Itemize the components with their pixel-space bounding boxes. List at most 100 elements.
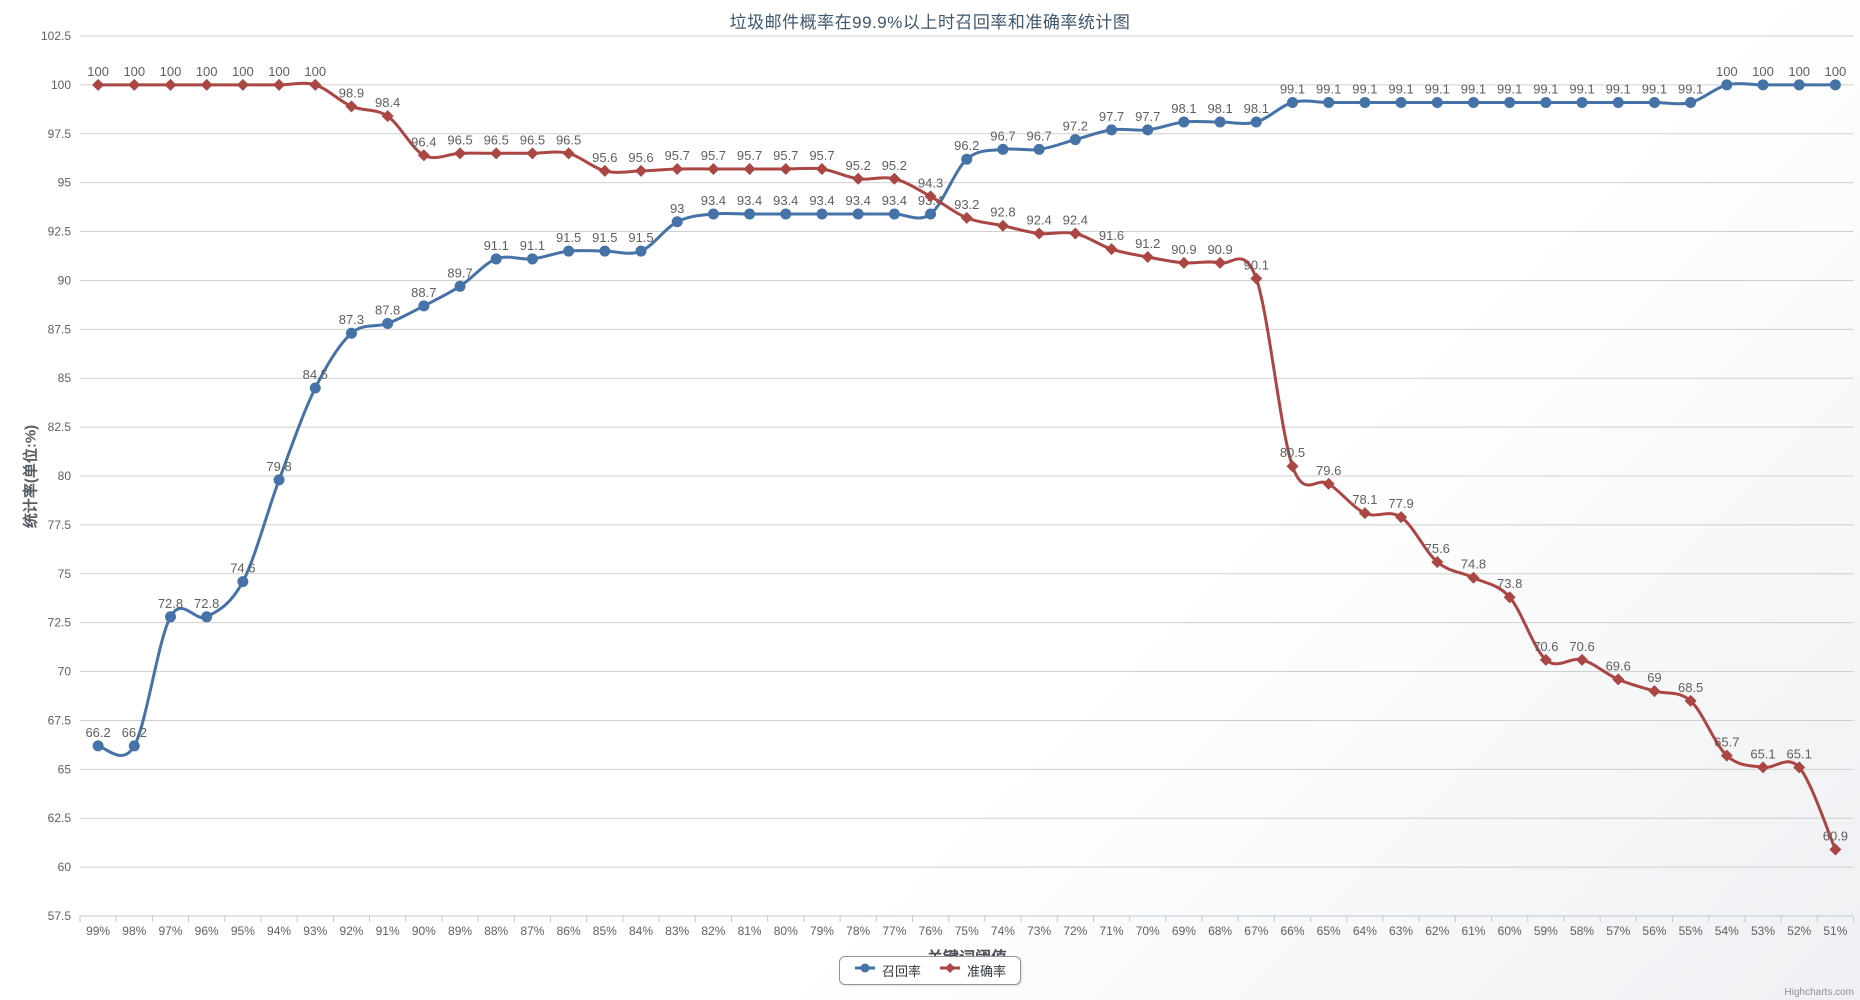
- accuracy-data-point-marker[interactable]: [743, 162, 756, 175]
- recall-data-point-marker[interactable]: [309, 382, 321, 394]
- accuracy-data-point-marker[interactable]: [1141, 250, 1154, 263]
- recall-data-point-marker[interactable]: [1359, 96, 1371, 108]
- recall-data-point-marker[interactable]: [237, 576, 249, 588]
- recall-data-point-marker[interactable]: [1721, 79, 1733, 91]
- recall-data-point-marker[interactable]: [1757, 79, 1769, 91]
- recall-data-point-marker[interactable]: [1504, 96, 1516, 108]
- accuracy-data-point-marker[interactable]: [598, 164, 611, 177]
- recall-data-point-marker[interactable]: [164, 611, 176, 623]
- legend-item-accuracy[interactable]: 准确率: [939, 961, 1006, 980]
- recall-data-point-marker[interactable]: [1286, 96, 1298, 108]
- accuracy-data-point-marker[interactable]: [1358, 507, 1371, 520]
- accuracy-data-point-marker[interactable]: [1539, 653, 1552, 666]
- accuracy-data-point-marker[interactable]: [996, 219, 1009, 232]
- accuracy-data-point-marker[interactable]: [1720, 749, 1733, 762]
- recall-data-point-marker[interactable]: [201, 611, 213, 623]
- accuracy-data-point-marker[interactable]: [454, 147, 467, 160]
- accuracy-data-point-marker[interactable]: [888, 172, 901, 185]
- recall-data-point-marker[interactable]: [1033, 143, 1045, 155]
- accuracy-data-point-marker[interactable]: [1105, 243, 1118, 256]
- accuracy-data-point-marker[interactable]: [92, 78, 105, 91]
- recall-data-point-marker[interactable]: [961, 153, 973, 165]
- accuracy-data-point-marker[interactable]: [1395, 511, 1408, 524]
- accuracy-data-point-marker[interactable]: [345, 100, 358, 113]
- accuracy-data-point-marker[interactable]: [1503, 591, 1516, 604]
- accuracy-data-point-marker[interactable]: [1684, 694, 1697, 707]
- accuracy-data-point-marker[interactable]: [1286, 460, 1299, 473]
- accuracy-data-point-marker[interactable]: [815, 162, 828, 175]
- accuracy-data-point-marker[interactable]: [490, 147, 503, 160]
- recall-data-point-marker[interactable]: [599, 245, 611, 257]
- recall-data-point-marker[interactable]: [888, 208, 900, 220]
- recall-data-point-marker[interactable]: [780, 208, 792, 220]
- recall-data-point-marker[interactable]: [128, 740, 140, 752]
- recall-data-point-marker[interactable]: [1793, 79, 1805, 91]
- accuracy-data-point-marker[interactable]: [1757, 761, 1770, 774]
- accuracy-data-point-marker[interactable]: [707, 162, 720, 175]
- recall-data-point-marker[interactable]: [671, 216, 683, 228]
- accuracy-data-point-marker[interactable]: [1033, 227, 1046, 240]
- recall-data-point-marker[interactable]: [382, 317, 394, 329]
- accuracy-data-point-marker[interactable]: [273, 78, 286, 91]
- recall-data-point-marker[interactable]: [635, 245, 647, 257]
- accuracy-data-point-marker[interactable]: [1612, 673, 1625, 686]
- recall-data-point-marker[interactable]: [1250, 116, 1262, 128]
- accuracy-data-point-marker[interactable]: [1322, 477, 1335, 490]
- recall-data-point-marker[interactable]: [345, 327, 357, 339]
- recall-data-point-marker[interactable]: [1685, 96, 1697, 108]
- recall-data-point-marker[interactable]: [1648, 96, 1660, 108]
- accuracy-data-point-marker[interactable]: [960, 211, 973, 224]
- recall-data-point-marker[interactable]: [1829, 79, 1841, 91]
- recall-data-point-marker[interactable]: [490, 253, 502, 265]
- recall-data-point-marker[interactable]: [418, 300, 430, 312]
- accuracy-data-point-marker[interactable]: [779, 162, 792, 175]
- recall-data-point-marker[interactable]: [1540, 96, 1552, 108]
- accuracy-data-point-marker[interactable]: [309, 78, 322, 91]
- recall-data-point-marker[interactable]: [526, 253, 538, 265]
- accuracy-data-point-marker[interactable]: [1069, 227, 1082, 240]
- recall-data-point-marker[interactable]: [744, 208, 756, 220]
- accuracy-data-point-marker[interactable]: [128, 78, 141, 91]
- accuracy-data-point-marker[interactable]: [852, 172, 865, 185]
- accuracy-data-point-marker[interactable]: [164, 78, 177, 91]
- recall-data-point-marker[interactable]: [1142, 124, 1154, 136]
- accuracy-data-point-marker[interactable]: [1793, 761, 1806, 774]
- accuracy-data-point-marker[interactable]: [1467, 571, 1480, 584]
- recall-data-point-marker[interactable]: [1395, 96, 1407, 108]
- accuracy-data-point-marker[interactable]: [1214, 256, 1227, 269]
- recall-data-point-marker[interactable]: [1178, 116, 1190, 128]
- recall-data-point-marker[interactable]: [1069, 134, 1081, 146]
- recall-data-point-marker[interactable]: [1214, 116, 1226, 128]
- recall-data-point-marker[interactable]: [816, 208, 828, 220]
- recall-data-point-marker[interactable]: [1612, 96, 1624, 108]
- accuracy-data-point-marker[interactable]: [924, 190, 937, 203]
- recall-data-point-marker[interactable]: [997, 143, 1009, 155]
- accuracy-data-point-marker[interactable]: [236, 78, 249, 91]
- accuracy-data-point-marker[interactable]: [526, 147, 539, 160]
- accuracy-data-point-marker[interactable]: [671, 162, 684, 175]
- accuracy-data-point-marker[interactable]: [381, 110, 394, 123]
- recall-data-point-marker[interactable]: [1467, 96, 1479, 108]
- recall-data-point-marker[interactable]: [1106, 124, 1118, 136]
- recall-data-point-marker[interactable]: [563, 245, 575, 257]
- accuracy-data-point-marker[interactable]: [1576, 653, 1589, 666]
- accuracy-data-point-marker[interactable]: [1250, 272, 1263, 285]
- recall-data-point-marker[interactable]: [92, 740, 104, 752]
- recall-data-point-marker[interactable]: [707, 208, 719, 220]
- accuracy-data-point-marker[interactable]: [417, 149, 430, 162]
- recall-data-point-marker[interactable]: [925, 208, 937, 220]
- legend-item-recall[interactable]: 召回率: [854, 961, 921, 980]
- accuracy-data-point-marker[interactable]: [200, 78, 213, 91]
- recall-data-point-marker[interactable]: [1576, 96, 1588, 108]
- recall-data-point-marker[interactable]: [1323, 96, 1335, 108]
- accuracy-data-point-marker[interactable]: [1177, 256, 1190, 269]
- accuracy-data-point-marker[interactable]: [1648, 685, 1661, 698]
- accuracy-data-point-marker[interactable]: [635, 164, 648, 177]
- recall-data-point-marker[interactable]: [852, 208, 864, 220]
- highcharts-credit-link[interactable]: Highcharts.com: [1784, 987, 1854, 998]
- recall-data-point-marker[interactable]: [273, 474, 285, 486]
- recall-data-point-marker[interactable]: [1431, 96, 1443, 108]
- accuracy-data-point-marker[interactable]: [1829, 843, 1842, 856]
- recall-data-point-marker[interactable]: [454, 280, 466, 292]
- accuracy-data-point-marker[interactable]: [562, 147, 575, 160]
